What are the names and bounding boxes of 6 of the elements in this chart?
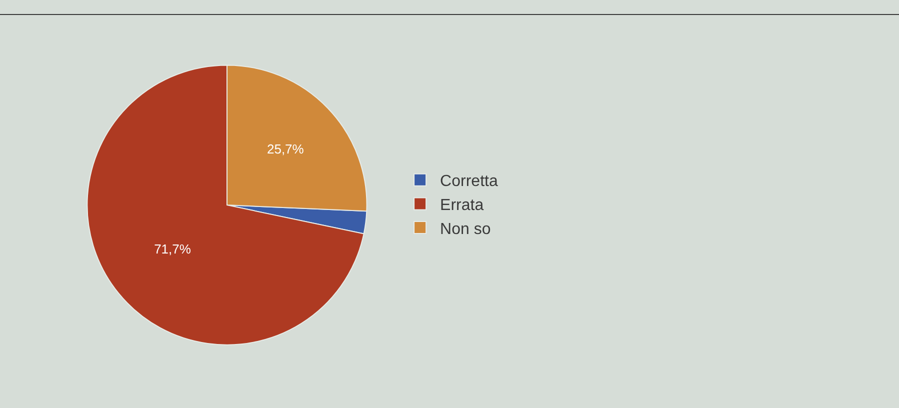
data-label: 25,7% [266, 141, 304, 156]
legend-label: Non so [440, 220, 491, 238]
legend-label: Corretta [440, 173, 498, 190]
pie-slice [86, 64, 364, 346]
data-label: 71,7% [154, 242, 192, 257]
legend-label: Errata [440, 196, 484, 214]
